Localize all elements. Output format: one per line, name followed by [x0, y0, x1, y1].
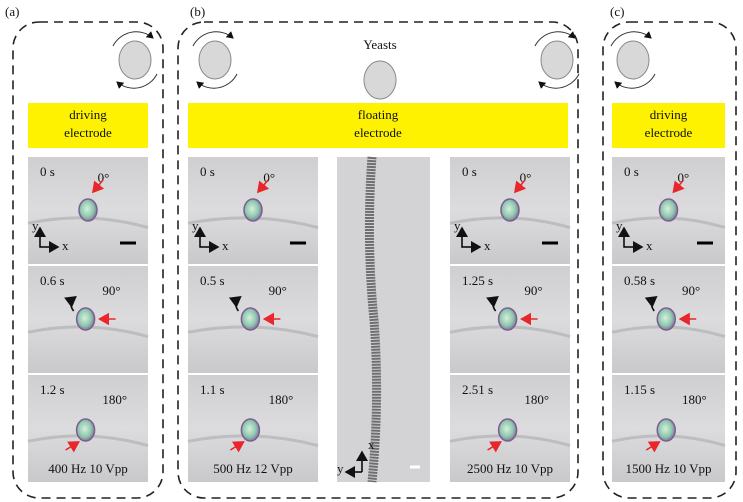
axis-label: x [222, 238, 229, 253]
angle-label: 180° [682, 392, 707, 407]
cell [499, 419, 517, 441]
angle-label: 0° [520, 170, 532, 185]
angle-label: 180° [269, 392, 294, 407]
time-label: 0.5 s [200, 273, 225, 288]
condition-label: 2500 Hz 10 Vpp [467, 461, 553, 476]
angle-label: 180° [524, 392, 549, 407]
electrode-label: electrode [354, 125, 402, 140]
cells-label: Yeasts [363, 37, 396, 52]
time-label: 0 s [462, 164, 477, 179]
cell [499, 308, 517, 330]
angle-label: 0° [98, 170, 110, 185]
angle-label: 0° [678, 170, 690, 185]
electrode-label: floating [358, 107, 399, 122]
cell [241, 419, 259, 441]
cell [77, 419, 95, 441]
yeast-icon [119, 41, 151, 79]
axis-label: x [646, 238, 653, 253]
panel-label: (b) [190, 4, 205, 19]
time-label: 0 s [624, 164, 639, 179]
axis-label: y [616, 218, 623, 233]
axis-label: x [484, 238, 491, 253]
angle-label: 90° [682, 283, 700, 298]
electrode-label: driving [69, 107, 107, 122]
electrode-label: electrode [645, 125, 693, 140]
condition-label: 1500 Hz 10 Vpp [625, 461, 711, 476]
axis-label: y [192, 218, 199, 233]
time-label: 0 s [40, 164, 55, 179]
yeast-icon [199, 41, 231, 79]
angle-label: 90° [269, 283, 287, 298]
cell [657, 308, 675, 330]
time-label: 1.15 s [624, 382, 655, 397]
time-label: 1.2 s [40, 382, 65, 397]
time-label: 0.6 s [40, 273, 65, 288]
yeast-icon [541, 41, 573, 79]
panel-label: (c) [610, 4, 624, 19]
yeast-icon [364, 61, 396, 99]
time-label: 1.25 s [462, 273, 493, 288]
inset-axis-label: x [368, 437, 375, 452]
time-label: 1.1 s [200, 382, 225, 397]
axis-label: y [454, 218, 461, 233]
electrode-label: electrode [64, 125, 112, 140]
condition-label: 400 Hz 10 Vpp [48, 461, 128, 476]
axis-label: x [62, 238, 69, 253]
time-label: 2.51 s [462, 382, 493, 397]
cell [501, 199, 519, 221]
yeast-icon [617, 41, 649, 79]
cell [79, 199, 97, 221]
time-label: 0 s [200, 164, 215, 179]
cell [657, 419, 675, 441]
cell [77, 308, 95, 330]
axis-label: y [32, 218, 39, 233]
angle-label: 90° [524, 283, 542, 298]
time-label: 0.58 s [624, 273, 655, 288]
angle-label: 180° [102, 392, 127, 407]
angle-label: 90° [102, 283, 120, 298]
inset-axis-label: y [337, 461, 344, 476]
cell [241, 308, 259, 330]
cell [244, 199, 262, 221]
panel-label: (a) [5, 4, 19, 19]
cell [660, 199, 678, 221]
figure: Yeasts (a) driving electrode 0 s 0° y x 0.6 s 90… [0, 0, 743, 502]
electrode-label: driving [650, 107, 688, 122]
condition-label: 500 Hz 12 Vpp [213, 461, 293, 476]
electrode-micrograph [337, 157, 430, 482]
